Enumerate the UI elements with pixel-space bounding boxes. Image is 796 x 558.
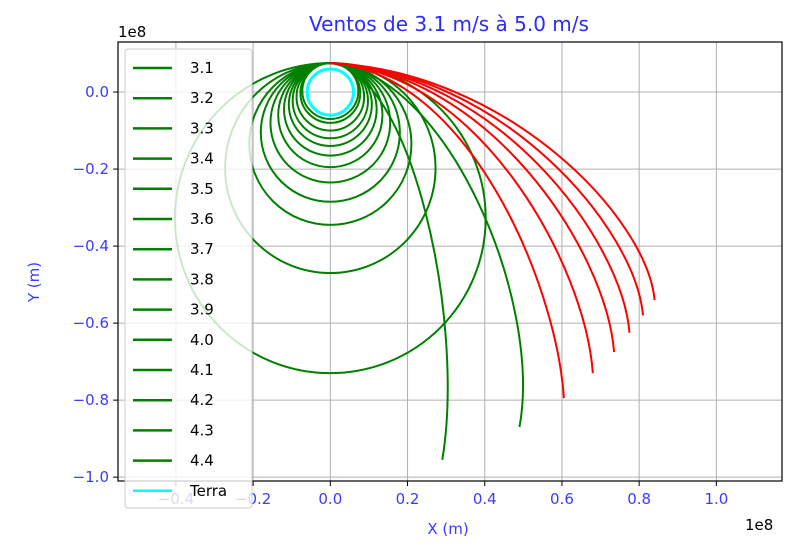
series-line-10 <box>248 62 413 226</box>
legend-label: 3.1 <box>190 59 214 77</box>
plot-frame <box>117 41 783 482</box>
x-tick-label: 1.0 <box>704 490 728 508</box>
legend-label: 4.3 <box>190 421 214 439</box>
y-tick-label: −0.4 <box>73 237 109 255</box>
series-line-19 <box>330 62 645 316</box>
legend-label: 3.4 <box>190 150 214 168</box>
legend: 3.1 3.2 3.3 3.4 3.5 3.6 3.7 3.8 3.9 4.0 4.1 4.2 4.3 4… <box>124 48 253 509</box>
earth-layer <box>305 67 355 117</box>
series-line-2 <box>299 62 362 124</box>
chart-title: Ventos de 3.1 m/s à 5.0 m/s <box>309 12 589 36</box>
x-tick-label: 0.8 <box>627 490 651 508</box>
legend-label: 4.1 <box>190 361 214 379</box>
legend-label: 3.6 <box>190 210 214 228</box>
series-line-3 <box>295 62 366 132</box>
x-tick-label: 0.6 <box>550 490 574 508</box>
legend-box <box>124 48 253 509</box>
legend-label: 3.9 <box>190 301 214 319</box>
y-tick-label: −0.2 <box>73 160 109 178</box>
series-line-8 <box>269 62 392 184</box>
series-line-17 <box>330 62 616 353</box>
legend-label: 3.3 <box>190 119 214 137</box>
x-axis-label: X (m) <box>427 520 468 538</box>
legend-label: 3.7 <box>190 240 214 258</box>
series-line-20 <box>330 62 656 301</box>
x-tick-label: 0.2 <box>396 490 420 508</box>
y-tick-label: −0.8 <box>73 391 109 409</box>
earth-circle <box>305 67 355 117</box>
y-axis-label: Y (m) <box>25 262 43 303</box>
legend-label: Terra <box>189 482 227 500</box>
legend-label: 4.4 <box>190 452 214 470</box>
x-offset-label: 1e8 <box>745 516 773 534</box>
y-tick-label: −0.6 <box>73 314 109 332</box>
series-line-15 <box>330 62 565 399</box>
y-tick-label: −1.0 <box>73 468 109 486</box>
series-line-18 <box>330 62 631 333</box>
series-line-14 <box>330 62 524 428</box>
series-line-6 <box>283 62 378 157</box>
series-line-16 <box>330 62 594 374</box>
y-offset-label: 1e8 <box>118 23 146 41</box>
legend-label: 3.8 <box>190 270 214 288</box>
x-tick-label: 0.0 <box>318 490 342 508</box>
legend-label: 4.0 <box>190 331 214 349</box>
series-lines <box>173 62 656 460</box>
legend-label: 3.5 <box>190 180 214 198</box>
y-tick-label: 0.0 <box>85 83 109 101</box>
legend-label: 4.2 <box>190 391 214 409</box>
series-line-13 <box>330 62 449 460</box>
series-line-4 <box>291 62 369 140</box>
series-line-9 <box>259 62 401 203</box>
x-tick-label: 0.4 <box>473 490 497 508</box>
legend-label: 3.2 <box>190 89 214 107</box>
series-line-7 <box>277 62 384 169</box>
